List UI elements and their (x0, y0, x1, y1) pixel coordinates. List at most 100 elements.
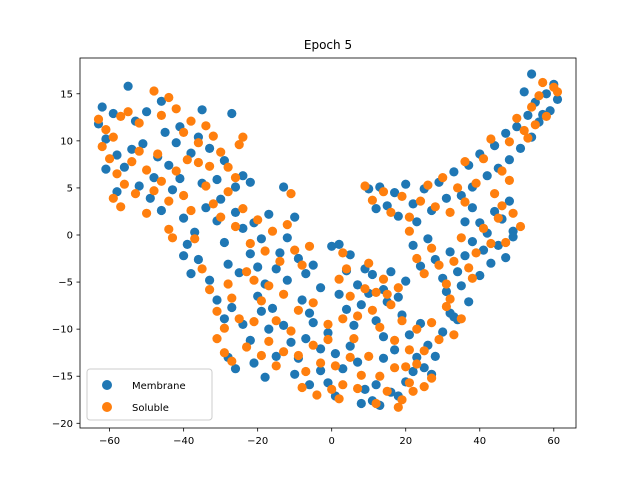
soluble-point (197, 264, 207, 274)
soluble-point (312, 390, 322, 400)
legend: Membrane Soluble (86, 368, 213, 421)
membrane-point (523, 110, 533, 120)
membrane-point (156, 205, 166, 216)
legend-box (86, 368, 213, 421)
soluble-point (234, 140, 244, 150)
soluble-point (227, 293, 237, 303)
soluble-point (334, 274, 344, 284)
soluble-point (179, 190, 189, 201)
soluble-point (497, 166, 507, 176)
soluble-point (260, 246, 270, 256)
soluble-point (504, 175, 514, 185)
soluble-point (219, 323, 229, 333)
soluble-point (93, 114, 104, 124)
membrane-point (541, 89, 552, 99)
soluble-point (212, 306, 222, 316)
membrane-point (249, 358, 259, 368)
soluble-point (123, 107, 133, 117)
soluble-point (308, 340, 318, 350)
soluble-point (323, 334, 333, 345)
membrane-point (456, 281, 466, 291)
membrane-point (441, 286, 451, 297)
soluble-point (153, 149, 163, 159)
membrane-point (408, 366, 418, 377)
soluble-point (108, 193, 118, 203)
membrane-point (171, 138, 181, 148)
membrane-point (145, 193, 155, 203)
membrane-point (316, 344, 326, 354)
membrane-point (308, 260, 318, 270)
soluble-point (349, 334, 359, 344)
membrane-point (419, 363, 429, 373)
membrane-point (256, 306, 266, 316)
soluble-point (242, 342, 252, 352)
membrane-point (527, 69, 537, 79)
soluble-point (434, 334, 444, 345)
x-tick-label: −20 (247, 436, 268, 447)
membrane-point (182, 239, 192, 249)
soluble-point (386, 300, 396, 310)
soluble-point (345, 352, 355, 362)
membrane-point (219, 237, 229, 248)
membrane-point (253, 262, 263, 272)
soluble-point (301, 366, 311, 377)
membrane-point (186, 269, 196, 279)
membrane-point (338, 364, 348, 374)
membrane-point (238, 223, 248, 233)
membrane-point (334, 289, 344, 299)
membrane-point (160, 127, 170, 137)
membrane-point (349, 320, 359, 330)
x-tick-label: 20 (399, 436, 412, 447)
soluble-point (453, 183, 463, 193)
soluble-point (534, 91, 544, 101)
soluble-point (353, 383, 363, 394)
soluble-point (127, 157, 137, 167)
membrane-point (501, 253, 511, 263)
membrane-point (475, 270, 485, 281)
soluble-point (134, 118, 144, 128)
membrane-point (327, 241, 337, 251)
soluble-point (119, 179, 129, 189)
membrane-point (515, 143, 526, 153)
membrane-point (108, 108, 118, 119)
y-tick-label: −10 (52, 325, 73, 336)
soluble-point (142, 208, 152, 218)
membrane-point (205, 143, 215, 153)
membrane-point (393, 211, 403, 221)
membrane-point (308, 318, 318, 328)
soluble-point (156, 110, 166, 120)
membrane-point (227, 302, 237, 313)
soluble-point (186, 116, 196, 126)
soluble-point (345, 291, 355, 301)
soluble-point (323, 319, 333, 329)
membrane-point (256, 234, 266, 244)
membrane-point (390, 345, 400, 355)
membrane-point (486, 258, 496, 268)
soluble-point (504, 137, 514, 147)
soluble-point (423, 180, 433, 190)
soluble-point (216, 212, 226, 222)
soluble-point (108, 132, 118, 142)
soluble-point (397, 316, 407, 326)
soluble-point (404, 212, 414, 222)
soluble-point (427, 243, 437, 253)
x-axis: −60 −40 −20 0 20 40 60 (99, 428, 560, 447)
soluble-point (297, 260, 307, 270)
soluble-point (249, 317, 259, 327)
soluble-point (441, 279, 451, 289)
y-tick-label: 15 (60, 89, 73, 100)
soluble-point (430, 202, 440, 212)
soluble-point (193, 138, 203, 148)
soluble-point (460, 157, 470, 167)
soluble-point (256, 350, 266, 361)
soluble-point (186, 205, 196, 216)
membrane-point (460, 251, 470, 261)
soluble-point (105, 154, 115, 164)
soluble-point (205, 161, 215, 171)
soluble-point (234, 314, 244, 324)
membrane-point (441, 193, 451, 203)
membrane-point (282, 233, 292, 243)
soluble-point (427, 318, 437, 328)
soluble-point (360, 284, 370, 294)
soluble-point (382, 386, 392, 396)
